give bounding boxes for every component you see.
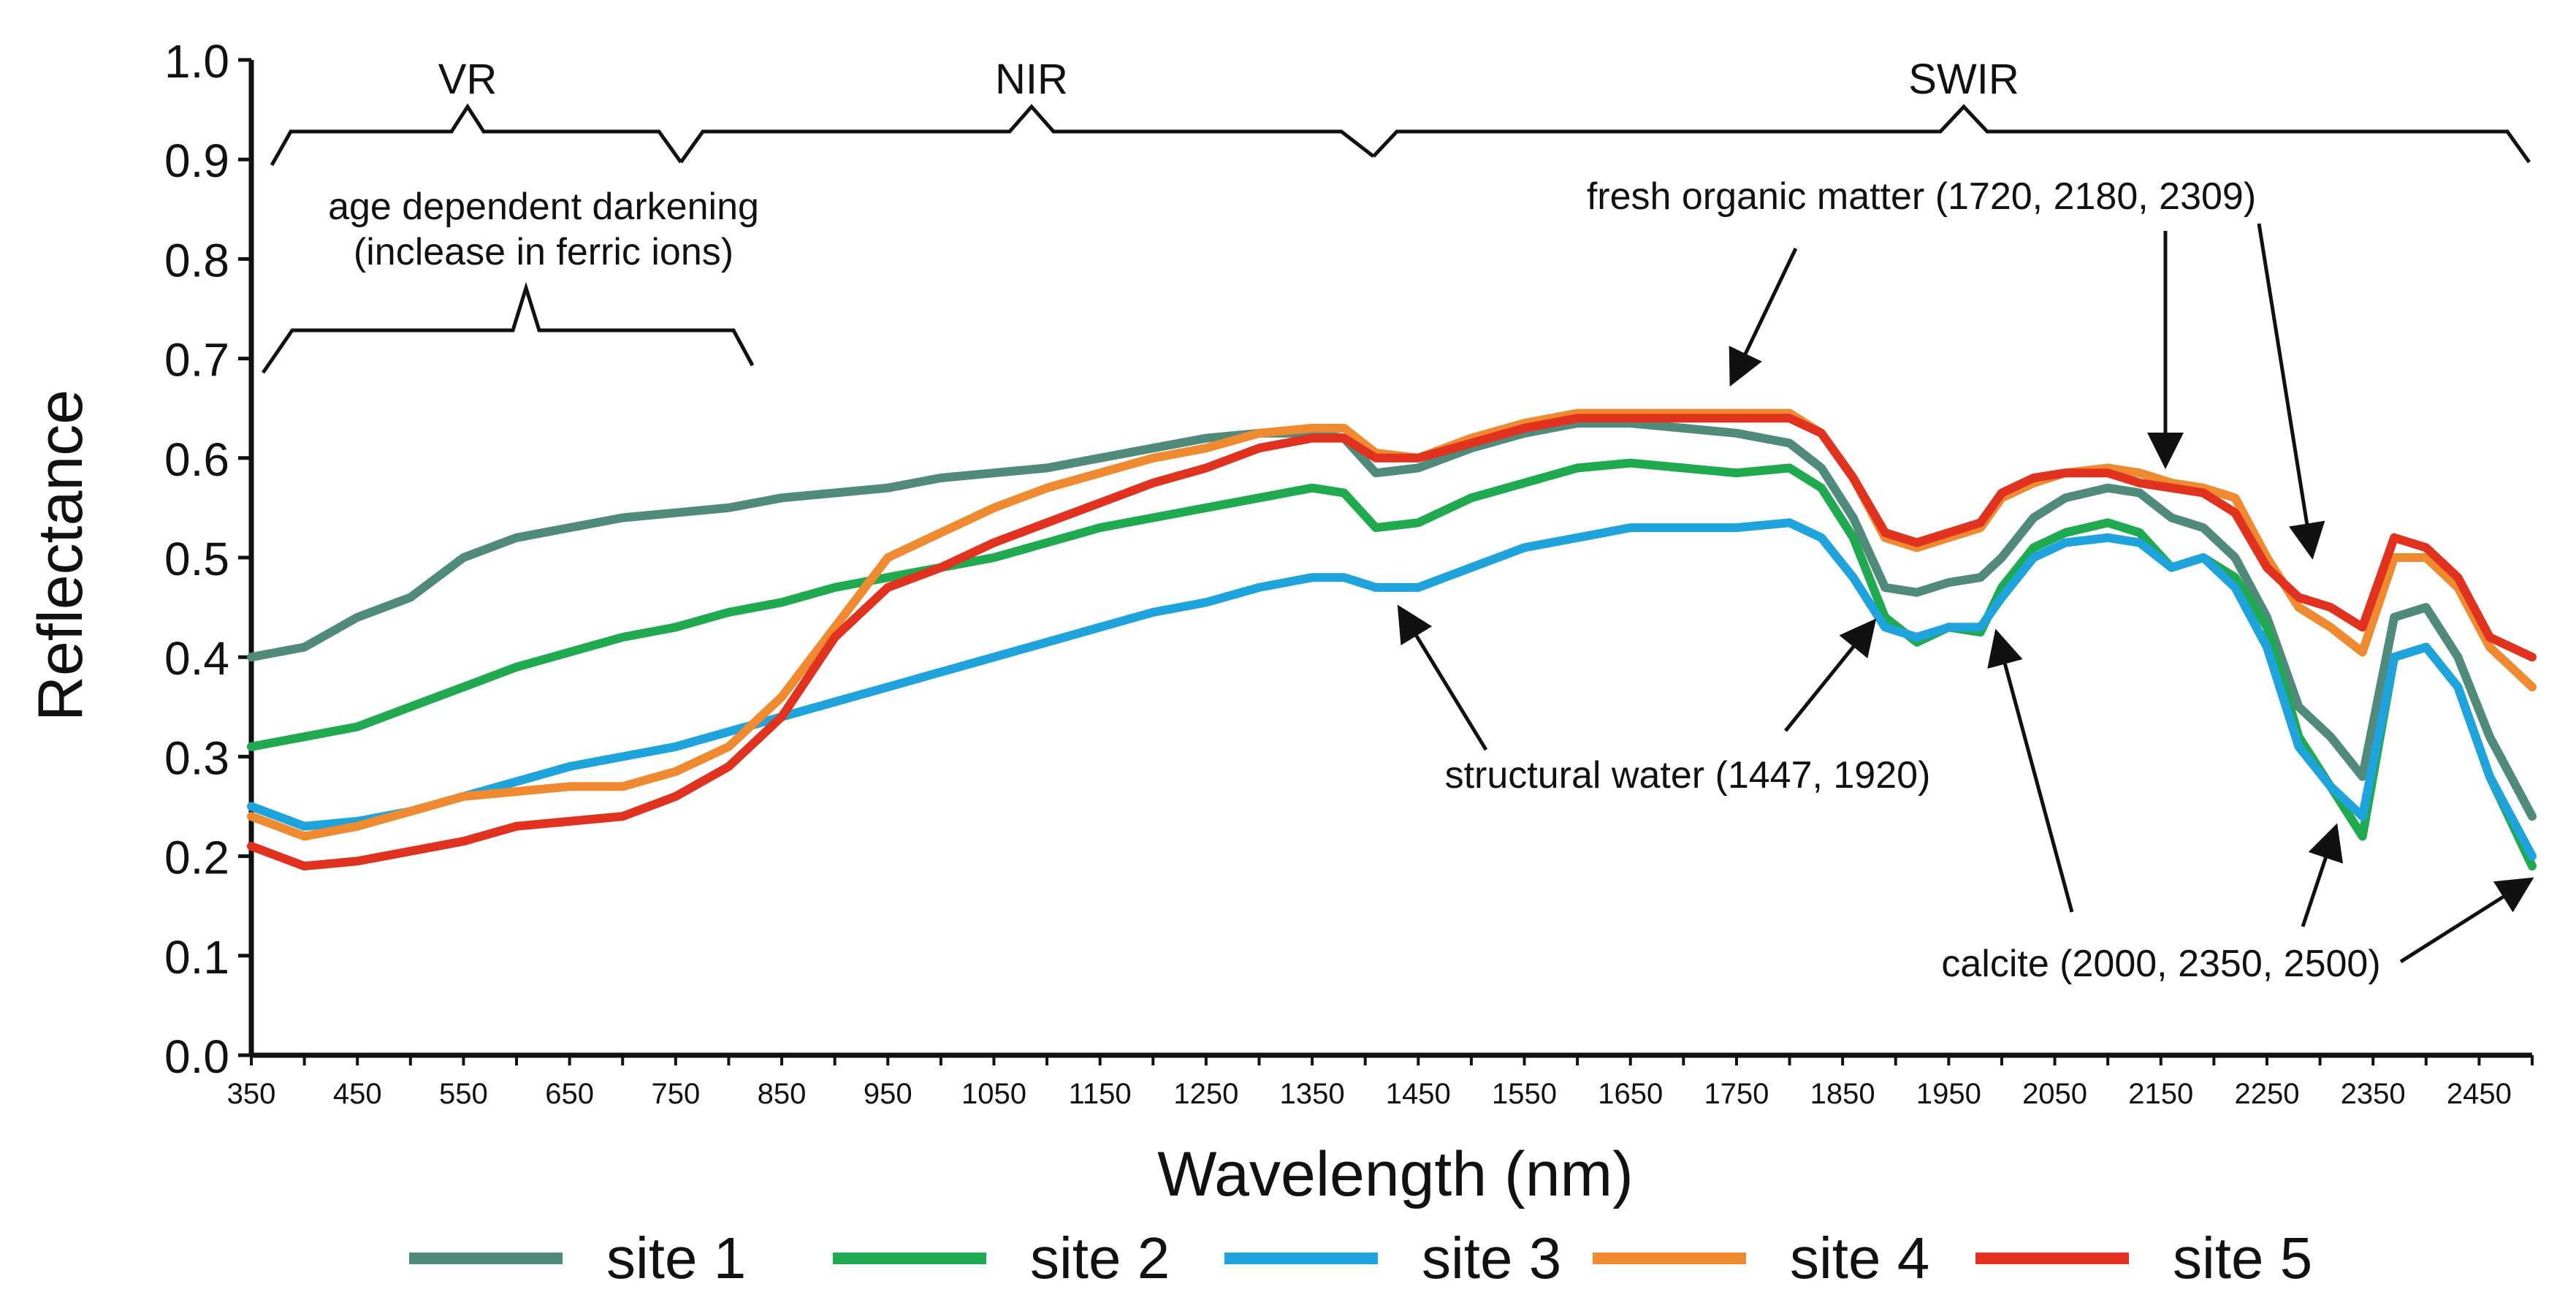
age-darkening-bracket: [261, 281, 755, 374]
x-tick-label: 1050: [961, 1078, 1026, 1110]
legend-label-site2: site 2: [1030, 1226, 1170, 1291]
legend-item-site2: site 2: [833, 1226, 1170, 1291]
x-tick-label: 1750: [1704, 1078, 1769, 1110]
x-tick-label: 2050: [2022, 1078, 2087, 1110]
series-line-site4: [247, 408, 2537, 841]
water-arrow-1920: [1784, 618, 1877, 732]
calcite-arrow-2500: [2399, 877, 2534, 964]
series-line-site1: [247, 419, 2537, 821]
y-tick-label: 0.4: [164, 632, 229, 685]
legend-label-site5: site 5: [2173, 1226, 2313, 1291]
calcite-arrow-2000: [1987, 628, 2074, 913]
y-tick-label: 0.6: [164, 433, 229, 486]
x-tick-label: 850: [758, 1078, 807, 1110]
x-tick-label: 750: [651, 1078, 700, 1110]
x-tick-label: 2250: [2234, 1078, 2299, 1110]
y-tick-label: 0.7: [164, 334, 229, 387]
legend-label-site4: site 4: [1790, 1226, 1930, 1291]
legend-item-site5: site 5: [1975, 1226, 2312, 1291]
legend-item-site3: site 3: [1224, 1226, 1561, 1291]
x-tick-label: 1850: [1810, 1078, 1875, 1110]
y-tick-label: 0.3: [164, 732, 229, 784]
x-tick-label: 2450: [2447, 1078, 2512, 1110]
structural-water-label: structural water (1447, 1920): [1445, 754, 1931, 797]
vr-bracket: [270, 103, 683, 167]
series-layer: [247, 408, 2537, 871]
age-darkening-label-line2: (inclease in ferric ions): [354, 231, 733, 273]
series-line-site3: [247, 518, 2537, 861]
y-axis-title: Reflectance: [26, 390, 96, 721]
legend-item-site4: site 4: [1593, 1226, 1929, 1291]
x-tick-label: 950: [864, 1078, 912, 1110]
nir-bracket: [679, 104, 1375, 164]
y-tick-label: 0.1: [164, 931, 229, 984]
y-tick-label: 0.0: [164, 1030, 229, 1083]
x-axis-title: Wavelength (nm): [1157, 1139, 1634, 1209]
age-darkening-label-line1: age dependent darkening: [328, 186, 759, 228]
x-tick-label: 1650: [1598, 1078, 1663, 1110]
water-arrow-1447: [1397, 604, 1488, 751]
x-tick-label: 1150: [1069, 1078, 1132, 1110]
x-tick-label: 1250: [1173, 1078, 1238, 1110]
y-tick-label: 0.8: [164, 234, 229, 286]
x-tick-label: 1450: [1386, 1078, 1451, 1110]
fresh-arrow-2309: [2257, 223, 2325, 560]
x-tick-label: 450: [333, 1078, 382, 1110]
legend-swatch-site4: [1593, 1253, 1746, 1264]
series-line-site2: [247, 458, 2537, 871]
legend-label-site3: site 3: [1422, 1226, 1562, 1291]
legend-swatch-site1: [409, 1253, 563, 1264]
x-tick-label: 1350: [1280, 1078, 1345, 1110]
y-tick-label: 0.9: [164, 134, 229, 187]
y-tick-label: 0.5: [164, 533, 229, 585]
fresh-arrow-1720: [1729, 247, 1798, 387]
x-tick-label: 350: [227, 1078, 276, 1110]
y-tick-label: 0.2: [164, 832, 229, 884]
x-tick-label: 2350: [2341, 1078, 2406, 1110]
series-line-site5: [247, 414, 2537, 871]
fresh-organic-matter-label: fresh organic matter (1720, 2180, 2309): [1587, 175, 2256, 218]
region-label-swir: SWIR: [1908, 56, 2019, 103]
calcite-arrow-2350: [2301, 823, 2344, 927]
legend-label-site1: site 1: [606, 1226, 747, 1291]
x-tick-label: 2150: [2128, 1078, 2193, 1110]
x-tick-label: 650: [545, 1078, 594, 1110]
x-tick-label: 1550: [1492, 1078, 1557, 1110]
y-tick-label: 1.0: [164, 35, 229, 88]
legend-swatch-site3: [1224, 1253, 1378, 1264]
x-tick-label: 1950: [1916, 1078, 1981, 1110]
swir-bracket: [1372, 104, 2531, 164]
legend-swatch-site5: [1975, 1253, 2129, 1264]
region-label-nir: NIR: [995, 56, 1068, 103]
axes-layer: 0.0 0.1 0.2 0.3 0.4 0.5 0.6 0.7 0.8 0.9 1.0 350 450 5…: [164, 35, 2534, 1110]
x-tick-label: 550: [439, 1078, 488, 1110]
region-label-vr: VR: [438, 56, 498, 103]
legend-swatch-site2: [833, 1253, 986, 1264]
legend-item-site1: site 1: [409, 1226, 746, 1291]
calcite-label: calcite (2000, 2350, 2500): [1941, 943, 2380, 985]
